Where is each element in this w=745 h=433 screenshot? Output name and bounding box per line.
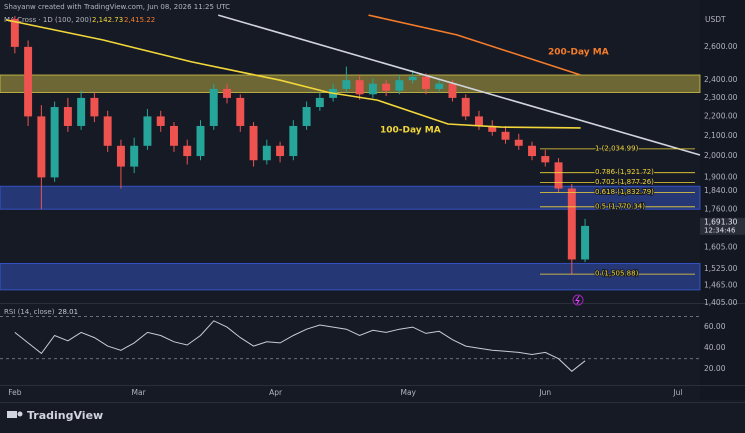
- candle-body: [289, 125, 298, 157]
- rsi-line: [14, 320, 586, 372]
- indicator-value: 2,142.73: [92, 16, 123, 24]
- candle-body: [10, 19, 19, 47]
- candle-body: [249, 125, 258, 161]
- y-tick-label: 2,600.00: [704, 42, 738, 51]
- line-series: [368, 14, 581, 76]
- event-icon[interactable]: [572, 294, 584, 306]
- y-tick-label: 1,900.00: [704, 172, 738, 181]
- y-tick-label: 2,100.00: [704, 131, 738, 140]
- fib-label: 0.5 (1,770.34): [595, 202, 645, 210]
- last-price-label: 1,691.30: [704, 217, 738, 226]
- x-tick-label: May: [400, 388, 416, 397]
- last-price-tag: [700, 217, 745, 235]
- candle-body: [448, 83, 457, 98]
- fib-label: 0.618 (1,832.79): [595, 188, 654, 196]
- candle-body: [475, 116, 483, 126]
- y-tick-label: 1,605.00: [704, 243, 738, 252]
- candle-body: [461, 97, 470, 117]
- candle-body: [50, 107, 59, 178]
- y-tick-label: 1,760.00: [704, 204, 738, 213]
- y-tick-label: 1,840.00: [704, 186, 738, 195]
- ma-label: 100-Day MA: [380, 126, 441, 136]
- x-tick-label: Feb: [8, 388, 22, 397]
- candle-body: [116, 145, 125, 167]
- countdown: 12:34:46: [704, 226, 736, 234]
- indicator: MA Cross · 1D (100, 200): [4, 16, 92, 24]
- candle-body: [276, 145, 285, 157]
- candle-body: [501, 131, 510, 140]
- y-tick-label: 40.00: [704, 343, 726, 352]
- y-tick-label: 1,465.00: [704, 281, 738, 290]
- fib-label: 1 (2,034.99): [595, 144, 639, 152]
- price-axis-bg: [700, 0, 745, 400]
- candle-body: [302, 107, 311, 126]
- candle-body: [183, 145, 192, 157]
- candle-body: [382, 83, 391, 91]
- candle-body: [77, 97, 86, 126]
- candle-body: [315, 97, 324, 108]
- indicator-value: 2,415.22: [124, 16, 155, 24]
- candle-body: [581, 225, 590, 260]
- candle-body: [355, 80, 364, 95]
- candle-body: [368, 83, 377, 95]
- candle-body: [528, 145, 537, 157]
- candle-body: [130, 145, 139, 167]
- candle-body: [236, 97, 245, 126]
- logo: TradingView: [7, 409, 103, 422]
- logo-text: TradingView: [27, 409, 103, 422]
- zone: [0, 185, 701, 210]
- y-tick-label: 2,400.00: [704, 75, 738, 84]
- candle-body: [169, 125, 178, 146]
- candle-body: [395, 80, 404, 91]
- fib-label: 0.786 (1,921.72): [595, 168, 654, 176]
- fib-label: 0.702 (1,877.26): [595, 178, 654, 186]
- logo-mark: [17, 411, 23, 417]
- y-tick-label: 20.00: [704, 364, 726, 373]
- candle-body: [514, 139, 523, 146]
- fib-label: 0 (1,505.88): [595, 270, 639, 278]
- y-tick-label: 2,000.00: [704, 151, 738, 160]
- zone: [0, 262, 701, 291]
- x-tick-label: Jul: [672, 388, 682, 397]
- candle-body: [63, 107, 72, 126]
- candle-body: [541, 156, 550, 163]
- candle-body: [262, 145, 271, 161]
- logo-mark: [7, 411, 17, 418]
- credit: Shayanw created with TradingView.com, Ju…: [4, 3, 230, 11]
- candle-body: [24, 46, 33, 117]
- candle-body: [554, 162, 563, 189]
- candle-body: [196, 125, 205, 157]
- y-tick-label: 60.00: [704, 322, 726, 331]
- line-series: [217, 14, 701, 156]
- currency: USDT: [705, 15, 726, 24]
- candle-body: [209, 88, 218, 126]
- candle-body: [488, 125, 497, 132]
- candle-body: [103, 116, 112, 146]
- candle-body: [143, 116, 152, 146]
- y-tick-label: 1,525.00: [704, 264, 738, 273]
- candle-body: [37, 116, 46, 178]
- line-series: [5, 19, 581, 129]
- candle-body: [408, 76, 417, 81]
- rsi-value: 28.01: [58, 308, 78, 316]
- x-tick-label: Mar: [132, 388, 147, 397]
- candle-body: [567, 188, 576, 260]
- candle-body: [223, 88, 231, 98]
- ma-label: 200-Day MA: [548, 48, 609, 58]
- candle-body: [156, 116, 165, 126]
- candle-body: [342, 80, 351, 89]
- rsi-title: RSI (14, close): [4, 308, 55, 316]
- y-tick-label: 2,300.00: [704, 93, 738, 102]
- candle-body: [435, 83, 444, 89]
- x-tick-label: Jun: [538, 388, 551, 397]
- candle-body: [421, 76, 430, 89]
- y-tick-label: 1,405.00: [704, 298, 738, 307]
- x-tick-label: Apr: [269, 388, 283, 397]
- event-icon-bolt: [575, 295, 580, 305]
- candle-body: [90, 97, 99, 117]
- y-tick-label: 2,200.00: [704, 111, 738, 120]
